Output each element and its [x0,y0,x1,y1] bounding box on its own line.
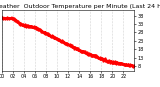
Title: Milwaukee Weather  Outdoor Temperature per Minute (Last 24 Hours): Milwaukee Weather Outdoor Temperature pe… [0,4,160,9]
